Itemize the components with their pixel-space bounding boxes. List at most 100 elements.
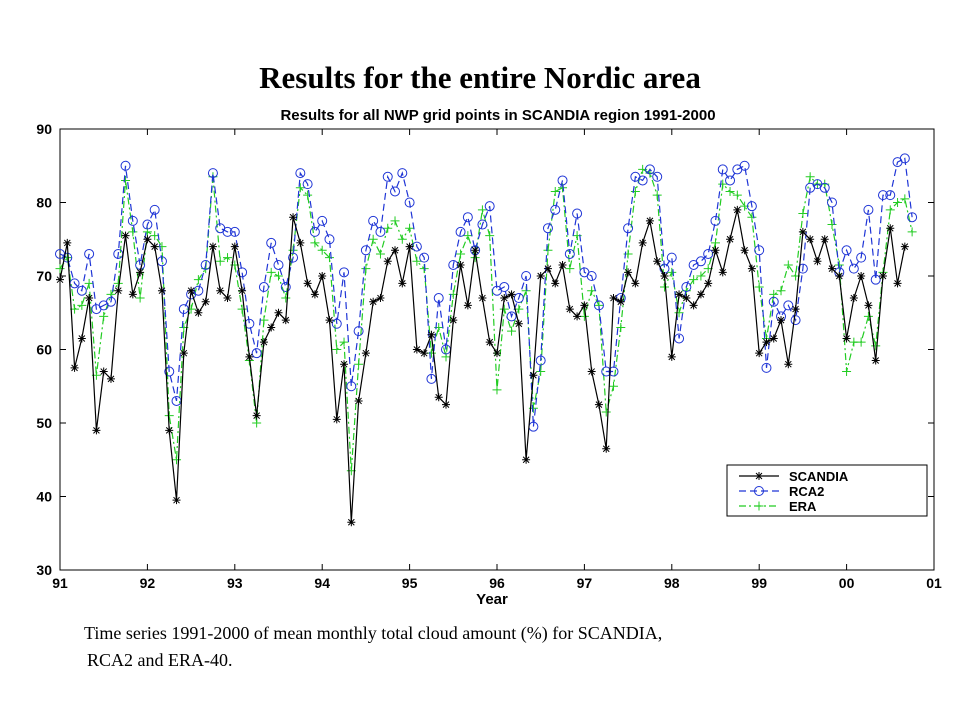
legend-label: RCA2 <box>789 484 824 499</box>
scandia-point <box>259 338 268 347</box>
y-tick-label: 50 <box>36 415 52 431</box>
scandia-point <box>85 294 94 303</box>
era-point <box>339 337 349 347</box>
x-tick-label: 92 <box>140 575 156 591</box>
era-point <box>383 223 393 233</box>
scandia-point <box>864 301 873 310</box>
figure-caption: Time series 1991-2000 of mean monthly to… <box>84 620 904 674</box>
rca2-point <box>674 333 685 344</box>
scandia-point <box>281 316 290 325</box>
scandia-point <box>99 367 108 376</box>
rca2-point <box>550 204 561 215</box>
scandia-point <box>762 338 771 347</box>
rca2-point <box>681 282 692 293</box>
scandia-point <box>653 257 662 266</box>
rca2-point <box>848 263 859 274</box>
era-point <box>725 186 735 196</box>
era-point <box>609 381 619 391</box>
era-point <box>375 249 385 259</box>
rca2-point <box>797 263 808 274</box>
era-point <box>354 359 364 369</box>
rca2-point <box>827 197 838 208</box>
era-point <box>747 212 757 222</box>
scandia-point <box>820 235 829 244</box>
era-point <box>456 249 466 259</box>
rca2-point <box>783 300 794 311</box>
scandia-point <box>485 338 494 347</box>
era-point <box>128 227 138 237</box>
scandia-point <box>187 286 196 295</box>
scandia-point <box>828 264 837 273</box>
legend-label: ERA <box>789 499 817 514</box>
rca2-point <box>564 248 575 259</box>
scandia-point <box>143 235 152 244</box>
scandia-point <box>434 393 443 402</box>
rca2-point <box>404 197 415 208</box>
rca2-point <box>608 366 619 377</box>
rca2-point <box>841 245 852 256</box>
scandia-point <box>594 400 603 409</box>
era-point <box>842 367 852 377</box>
x-tick-label: 91 <box>52 575 68 591</box>
rca2-point <box>229 226 240 237</box>
chart-title: Results for all NWP grid points in SCAND… <box>280 107 715 124</box>
scandia-point <box>755 349 764 358</box>
scandia-point <box>427 330 436 339</box>
scandia-point <box>463 301 472 310</box>
scandia-series <box>56 205 909 527</box>
y-tick-label: 80 <box>36 195 52 211</box>
scandia-point <box>893 279 902 288</box>
scandia-point <box>136 268 145 277</box>
rca2-point <box>382 171 393 182</box>
scandia-point <box>325 316 334 325</box>
era-point <box>507 326 517 336</box>
scandia-point <box>456 260 465 269</box>
rca2-point <box>601 366 612 377</box>
era-point <box>674 308 684 318</box>
x-tick-label: 96 <box>489 575 505 591</box>
rca2-point <box>623 223 634 234</box>
era-line <box>59 168 913 471</box>
scandia-point <box>718 268 727 277</box>
scandia-point <box>405 242 414 251</box>
x-axis-label: Year <box>476 591 508 608</box>
rca2-series <box>55 153 918 432</box>
rca2-point <box>542 223 553 234</box>
scandia-point <box>747 264 756 273</box>
scandia-point <box>391 246 400 255</box>
scandia-point <box>172 496 181 505</box>
rca2-point <box>907 212 918 223</box>
era-point <box>601 407 611 417</box>
rca2-point <box>433 293 444 304</box>
era-point <box>215 256 225 266</box>
era-point <box>856 337 866 347</box>
era-point <box>485 231 495 241</box>
scandia-point <box>201 297 210 306</box>
scandia-point <box>558 260 567 269</box>
era-point <box>135 293 145 303</box>
slide-title: Results for the entire Nordic area <box>259 60 701 95</box>
rca2-point <box>870 274 881 285</box>
era-point <box>652 190 662 200</box>
scandia-point <box>442 400 451 409</box>
scandia-point <box>667 352 676 361</box>
caption-line-2: RCA2 and ERA-40. <box>87 650 233 670</box>
scandia-point <box>157 286 166 295</box>
era-point <box>696 271 706 281</box>
rca2-point <box>819 182 830 193</box>
scandia-point <box>238 286 247 295</box>
scandia-point <box>114 286 123 295</box>
rca2-point <box>309 226 320 237</box>
scandia-point <box>412 345 421 354</box>
era-point <box>223 253 233 263</box>
scandia-point <box>726 235 735 244</box>
scandia-point <box>208 242 217 251</box>
caption-line-1: Time series 1991-2000 of mean monthly to… <box>84 623 663 643</box>
era-point <box>754 282 764 292</box>
era-point <box>361 264 371 274</box>
scandia-point <box>245 352 254 361</box>
scandia-point <box>179 349 188 358</box>
rca2-point <box>710 215 721 226</box>
era-point <box>157 242 167 252</box>
